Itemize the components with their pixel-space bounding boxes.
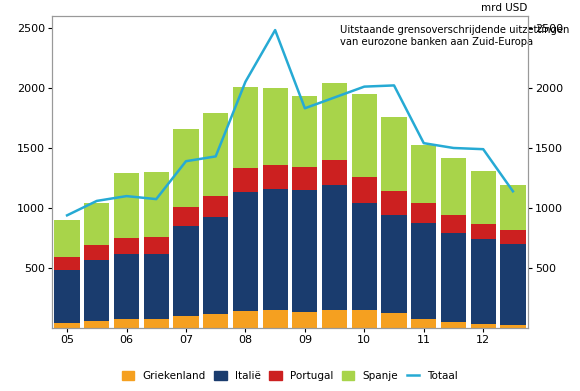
Bar — [322, 160, 347, 185]
Bar — [322, 310, 347, 328]
Bar — [470, 171, 496, 224]
Bar — [382, 117, 407, 191]
Bar — [411, 203, 436, 223]
Bar — [263, 165, 288, 189]
Bar — [470, 224, 496, 239]
Bar — [203, 314, 229, 328]
Bar — [173, 316, 198, 328]
Bar — [411, 145, 436, 203]
Bar — [114, 173, 139, 238]
Bar — [382, 313, 407, 328]
Legend: Griekenland, Italië, Portugal, Spanje, Totaal: Griekenland, Italië, Portugal, Spanje, T… — [122, 371, 458, 381]
Bar — [84, 321, 110, 328]
Bar — [114, 255, 139, 319]
Bar — [144, 319, 169, 328]
Bar — [263, 189, 288, 310]
Bar — [233, 192, 258, 311]
Bar — [203, 113, 229, 196]
Bar — [351, 203, 377, 310]
Bar — [84, 203, 110, 245]
Bar — [263, 88, 288, 165]
Bar — [351, 95, 377, 178]
Bar — [470, 239, 496, 324]
Text: Uitstaande grensoverschrijdende uitzettingen
van eurozone banken aan Zuid-Europa: Uitstaande grensoverschrijdende uitzetti… — [340, 25, 570, 47]
Bar — [501, 185, 525, 230]
Bar — [411, 223, 436, 319]
Bar — [441, 233, 466, 322]
Bar — [55, 220, 79, 257]
Bar — [292, 96, 317, 167]
Bar — [411, 319, 436, 328]
Bar — [292, 190, 317, 312]
Bar — [203, 196, 229, 217]
Bar — [84, 260, 110, 321]
Bar — [470, 324, 496, 328]
Bar — [233, 169, 258, 192]
Bar — [351, 178, 377, 203]
Bar — [322, 185, 347, 310]
Bar — [263, 310, 288, 328]
Bar — [441, 322, 466, 328]
Bar — [322, 83, 347, 160]
Bar — [351, 310, 377, 328]
Bar — [55, 270, 79, 323]
Bar — [292, 167, 317, 190]
Bar — [114, 238, 139, 255]
Bar — [173, 129, 198, 207]
Bar — [501, 244, 525, 325]
Bar — [441, 158, 466, 215]
Bar — [382, 191, 407, 215]
Bar — [292, 312, 317, 328]
Bar — [441, 215, 466, 233]
Bar — [144, 172, 169, 237]
Bar — [55, 323, 79, 328]
Bar — [173, 207, 198, 226]
Bar — [203, 217, 229, 314]
Bar — [173, 226, 198, 316]
Bar — [144, 254, 169, 319]
Bar — [501, 230, 525, 244]
Bar — [233, 87, 258, 169]
Text: mrd USD: mrd USD — [481, 2, 528, 13]
Bar — [55, 257, 79, 270]
Bar — [501, 325, 525, 328]
Bar — [144, 237, 169, 254]
Bar — [84, 245, 110, 260]
Bar — [233, 311, 258, 328]
Bar — [382, 215, 407, 313]
Bar — [114, 319, 139, 328]
